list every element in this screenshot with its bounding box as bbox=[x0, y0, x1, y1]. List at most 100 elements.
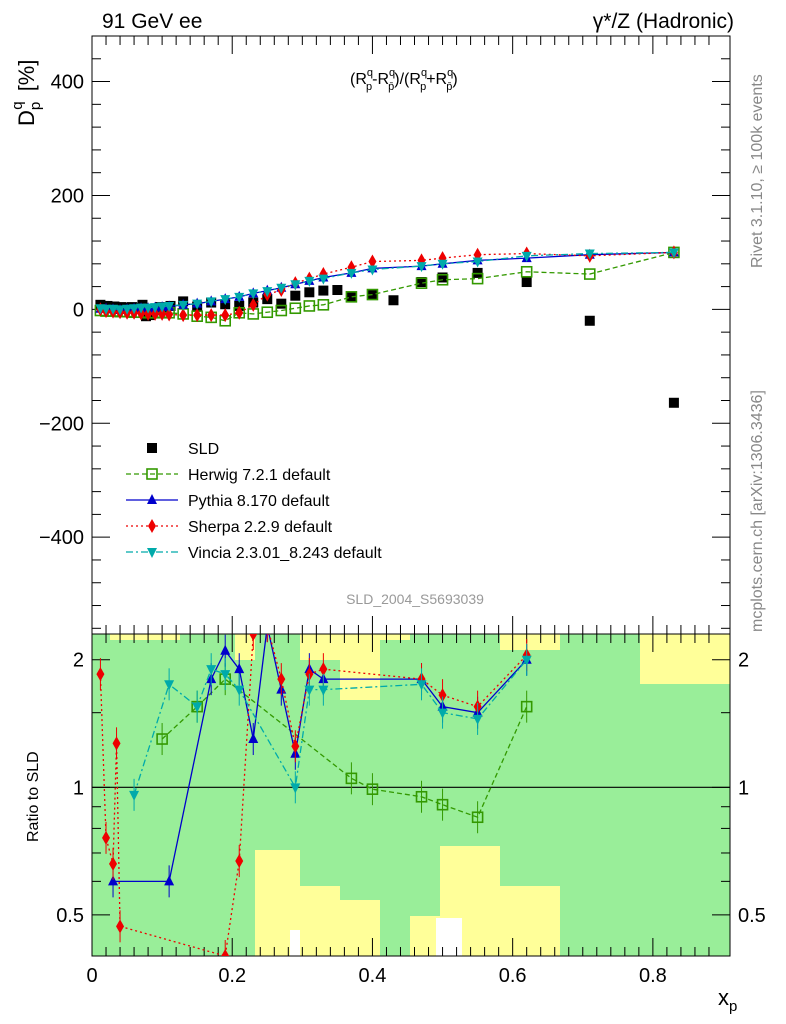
legend-label: Sherpa 2.2.9 default bbox=[188, 519, 333, 536]
data-point bbox=[345, 291, 358, 303]
data-point bbox=[472, 257, 483, 268]
legend-marker bbox=[147, 494, 157, 504]
ratio-point bbox=[220, 670, 231, 681]
ratio-point bbox=[291, 739, 300, 754]
ratio-point bbox=[164, 875, 175, 886]
ratio-line bbox=[99, 634, 528, 956]
ratio-point bbox=[304, 685, 315, 696]
data-point bbox=[220, 295, 231, 306]
band-inner bbox=[640, 684, 730, 956]
ratio-point bbox=[521, 655, 532, 666]
ratio-point bbox=[116, 919, 125, 934]
data-point bbox=[129, 304, 140, 315]
data-point bbox=[178, 300, 189, 311]
xlabel: xp bbox=[718, 985, 737, 1015]
data-point bbox=[521, 277, 532, 288]
legend-item: Herwig 7.2.1 default bbox=[126, 467, 331, 484]
data-point bbox=[318, 285, 329, 296]
data-point bbox=[668, 248, 679, 259]
data-point bbox=[584, 315, 595, 326]
ratio-point bbox=[164, 680, 175, 691]
x-tick-label: 0.2 bbox=[218, 965, 246, 987]
mcplots-label: mcplots.cern.ch [arXiv:1306.3436] bbox=[749, 390, 766, 632]
data-point bbox=[192, 299, 203, 310]
data-point bbox=[179, 308, 188, 323]
band-inner bbox=[340, 700, 380, 900]
data-point bbox=[261, 306, 274, 319]
ratio-point bbox=[436, 798, 449, 811]
y-tick-label: 200 bbox=[51, 185, 84, 207]
x-tick-label: 0.6 bbox=[499, 965, 527, 987]
data-point bbox=[108, 304, 119, 315]
data-point bbox=[144, 306, 153, 321]
series-line bbox=[100, 251, 675, 322]
data-point bbox=[143, 303, 154, 314]
ratio-ylabel: Ratio to SLD bbox=[25, 751, 42, 842]
ratio-point bbox=[248, 733, 259, 744]
formula-label: (Rq p-Rq p̄)/(Rq p+Rq p̄) bbox=[350, 67, 458, 93]
data-point bbox=[332, 285, 343, 296]
ratio-point bbox=[112, 736, 121, 751]
ratio-point bbox=[129, 790, 140, 801]
data-point bbox=[303, 300, 316, 312]
band-inner bbox=[92, 634, 110, 956]
ratio-point bbox=[96, 667, 105, 682]
ratio-point bbox=[221, 949, 230, 956]
data-point bbox=[668, 397, 679, 408]
data-point bbox=[275, 304, 288, 317]
data-point bbox=[304, 276, 315, 287]
band-inner bbox=[410, 634, 440, 916]
svg-text:Dpq [%]: Dpq [%] bbox=[9, 60, 44, 126]
data-point bbox=[416, 262, 427, 273]
band-inner bbox=[110, 640, 180, 956]
legend-item: SLD bbox=[147, 441, 219, 458]
main-ylabel: Dpq [%] bbox=[9, 60, 44, 126]
data-point bbox=[221, 308, 230, 323]
ratio-point bbox=[438, 688, 447, 703]
ratio-y-tick-label: 1 bbox=[73, 777, 84, 799]
data-point bbox=[206, 297, 217, 308]
series-0 bbox=[95, 267, 679, 408]
data-point bbox=[415, 277, 428, 289]
ratio-axes: 0.5 0.5 1 1 2 2 0 0.2 0.4 0.6 0.8 bbox=[56, 634, 766, 987]
band-inner bbox=[180, 634, 235, 956]
data-point bbox=[521, 251, 532, 262]
ratio-series-group bbox=[96, 619, 533, 956]
svg-text:(Rqp-Rqp̄)/(Rqp+Rqp̄): (Rq p-Rq p̄)/(Rq p+Rq p̄) bbox=[350, 67, 458, 93]
ratio-point bbox=[263, 619, 271, 633]
header-right: γ*/Z (Hadronic) bbox=[593, 10, 734, 33]
data-point bbox=[290, 290, 301, 301]
data-point bbox=[437, 272, 448, 283]
data-point bbox=[234, 292, 245, 303]
data-point bbox=[388, 295, 399, 306]
data-point bbox=[346, 291, 357, 302]
data-point bbox=[416, 277, 427, 288]
data-point bbox=[317, 299, 330, 311]
ratio-point bbox=[206, 665, 217, 676]
ratio-point bbox=[471, 811, 484, 824]
data-point bbox=[207, 308, 216, 323]
data-point bbox=[248, 289, 259, 300]
legend-item: Vincia 2.3.01_8.243 default bbox=[126, 545, 382, 562]
legend-item: Pythia 8.170 default bbox=[126, 493, 330, 510]
main-axes: −400 −200 0 200 400 bbox=[39, 36, 730, 634]
ratio-point bbox=[415, 790, 428, 803]
ratio-line bbox=[161, 678, 528, 819]
ratio-point bbox=[366, 783, 379, 795]
legend-marker bbox=[146, 468, 158, 480]
ratio-point bbox=[102, 830, 111, 845]
y-tick-label: 400 bbox=[51, 72, 84, 94]
data-point bbox=[584, 249, 595, 260]
data-point bbox=[122, 304, 133, 315]
rivet-label: Rivet 3.1.10, ≥ 100k events bbox=[749, 74, 766, 268]
data-point bbox=[368, 254, 377, 269]
data-point bbox=[249, 297, 258, 312]
ratio-point bbox=[220, 644, 231, 655]
x-tick-label: 0 bbox=[86, 965, 97, 987]
legend-label: Vincia 2.3.01_8.243 default bbox=[188, 545, 382, 562]
ratio-point bbox=[234, 663, 245, 674]
ratio-y-tick-label: 0.5 bbox=[738, 905, 766, 927]
legend-marker bbox=[147, 548, 157, 558]
data-point bbox=[193, 308, 202, 323]
legend-label: Herwig 7.2.1 default bbox=[188, 467, 331, 484]
